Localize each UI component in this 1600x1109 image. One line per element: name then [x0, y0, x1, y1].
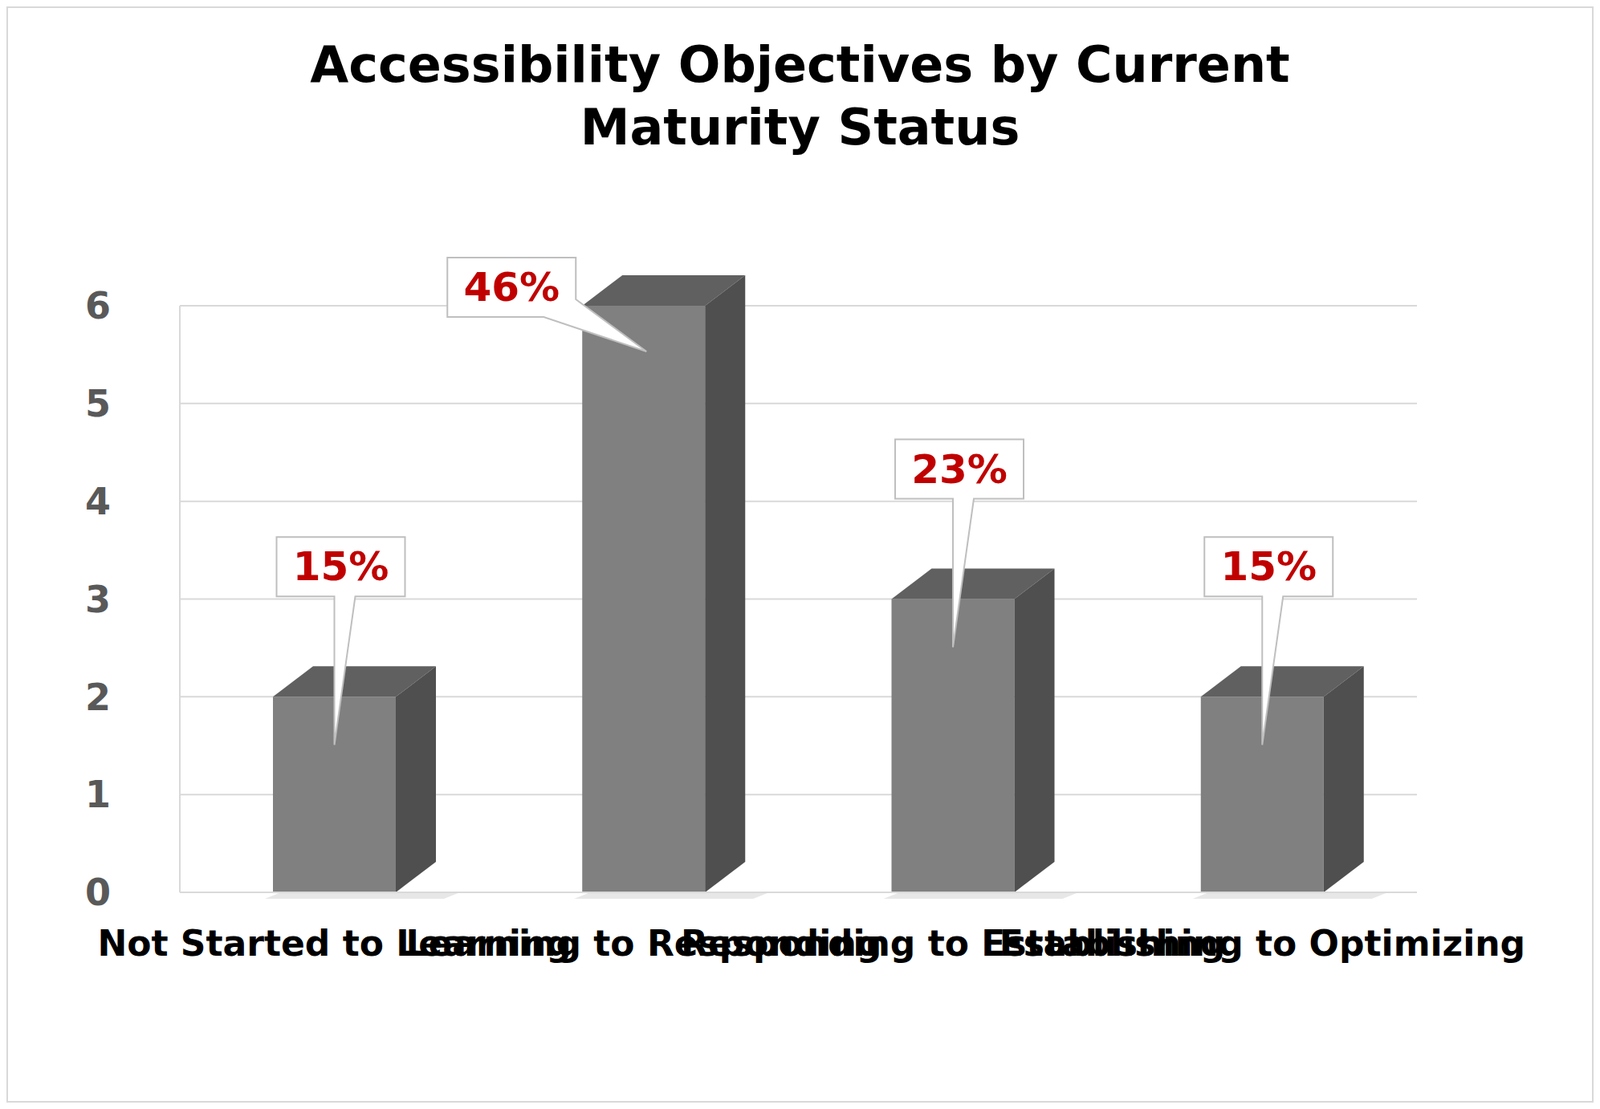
svg-text:2: 2 — [85, 675, 111, 720]
svg-text:0: 0 — [85, 871, 111, 915]
svg-text:Learning to Responding: Learning to Responding — [405, 923, 882, 965]
html-text:Accessibility Objectives by Cu: Accessibility Objectives by Current Matu… — [310, 35, 1290, 157]
svg-text:Not Started to Learning: Not Started to Learning — [97, 923, 572, 965]
svg-text:5: 5 — [85, 382, 111, 426]
svg-text:1: 1 — [85, 773, 111, 817]
svg-text:46%: 46% — [463, 264, 560, 311]
svg-text:23%: 23% — [911, 446, 1008, 493]
svg-text:15%: 15% — [1220, 543, 1317, 591]
svg-text:15%: 15% — [293, 543, 390, 591]
svg-text:6: 6 — [85, 284, 111, 328]
svg-text:Establishing to Optimizing: Establishing to Optimizing — [999, 923, 1526, 965]
svg-text:3: 3 — [85, 578, 111, 622]
svg-text:4: 4 — [85, 480, 111, 524]
svg-text:Responding to Establishing: Responding to Establishing — [680, 923, 1226, 965]
